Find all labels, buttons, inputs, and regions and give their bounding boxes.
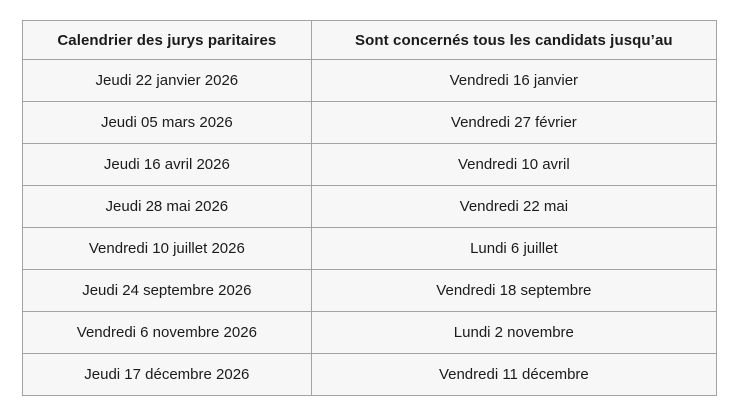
table-cell: Jeudi 28 mai 2026 — [22, 185, 312, 228]
table-row: Vendredi 6 novembre 2026 Lundi 2 novembre — [22, 311, 718, 354]
table-cell: Vendredi 22 mai — [310, 185, 718, 228]
header-row: Calendrier des jurys paritaires Sont con… — [22, 20, 718, 60]
header-candidats-jusquau: Sont concernés tous les candidats jusqu’… — [310, 20, 718, 60]
table-cell: Vendredi 6 novembre 2026 — [22, 311, 312, 354]
table-cell: Jeudi 05 mars 2026 — [22, 101, 312, 144]
table-cell: Jeudi 17 décembre 2026 — [22, 353, 312, 396]
table-cell: Vendredi 10 avril — [310, 143, 718, 186]
table-row: Jeudi 22 janvier 2026 Vendredi 16 janvier — [22, 59, 718, 102]
table-row: Jeudi 17 décembre 2026 Vendredi 11 décemb… — [22, 353, 718, 396]
table-row: Jeudi 05 mars 2026 Vendredi 27 février — [22, 101, 718, 144]
jury-calendar-table: Calendrier des jurys paritaires Sont con… — [22, 20, 718, 396]
table-row: Jeudi 28 mai 2026 Vendredi 22 mai — [22, 185, 718, 228]
table-body: Jeudi 22 janvier 2026 Vendredi 16 janvier… — [22, 59, 718, 396]
table-cell: Lundi 2 novembre — [310, 311, 718, 354]
table-cell: Vendredi 16 janvier — [310, 59, 718, 102]
table-cell: Jeudi 16 avril 2026 — [22, 143, 312, 186]
table-cell: Vendredi 18 septembre — [310, 269, 718, 312]
header-calendrier-jurys: Calendrier des jurys paritaires — [22, 20, 312, 60]
table-cell: Vendredi 27 février — [310, 101, 718, 144]
table-row: Jeudi 16 avril 2026 Vendredi 10 avril — [22, 143, 718, 186]
table-row: Vendredi 10 juillet 2026 Lundi 6 juillet — [22, 227, 718, 270]
table-cell: Jeudi 24 septembre 2026 — [22, 269, 312, 312]
table-cell: Lundi 6 juillet — [310, 227, 718, 270]
table-cell: Vendredi 11 décembre — [310, 353, 718, 396]
table-row: Jeudi 24 septembre 2026 Vendredi 18 septe… — [22, 269, 718, 312]
table-cell: Jeudi 22 janvier 2026 — [22, 59, 312, 102]
table-cell: Vendredi 10 juillet 2026 — [22, 227, 312, 270]
